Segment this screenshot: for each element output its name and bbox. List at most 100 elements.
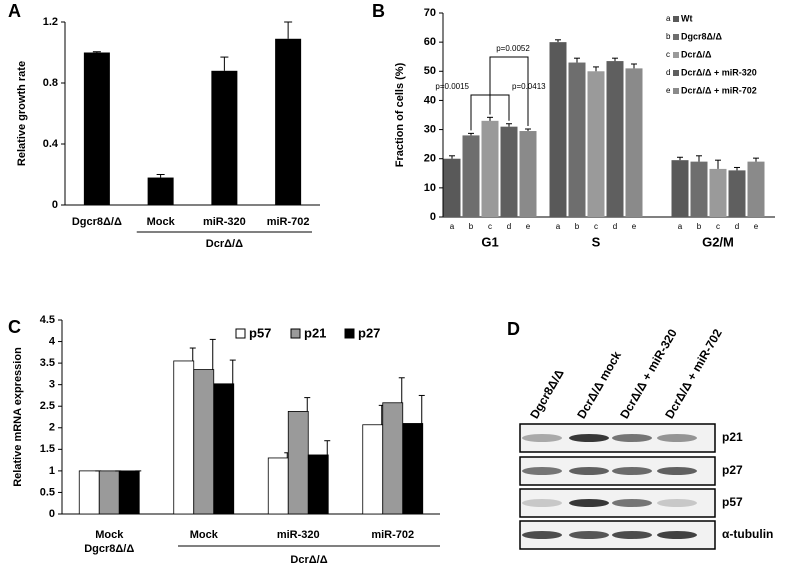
bar [173, 360, 195, 515]
band [657, 467, 697, 475]
bar-letter: a [556, 222, 561, 231]
y-tick-label: 4.5 [40, 314, 55, 326]
legend-swatch [673, 16, 679, 22]
band [522, 434, 562, 442]
legend-letter: b [666, 32, 671, 41]
bar [287, 410, 309, 515]
bar [193, 369, 215, 515]
bar [671, 160, 689, 217]
band [522, 531, 562, 539]
bar [606, 61, 624, 218]
bar [98, 470, 120, 515]
bar [83, 52, 110, 205]
x-tick-label: Dgcr8Δ/Δ [72, 216, 122, 228]
band [612, 434, 652, 442]
column-label: DcrΔ/Δ mock [574, 349, 624, 421]
bar [519, 131, 537, 217]
legend-swatch [673, 88, 679, 94]
y-tick-label: 50 [424, 65, 436, 77]
band [569, 434, 609, 442]
band [522, 467, 562, 475]
x-tick-label: Mock [190, 529, 219, 541]
bar [500, 126, 518, 217]
bar-letter: d [613, 222, 617, 231]
bar [587, 71, 605, 218]
bar-letter: b [575, 222, 580, 231]
bar [481, 120, 499, 217]
panel-label: C [8, 317, 21, 337]
legend-letter: d [666, 68, 670, 77]
significance-bracket [489, 56, 529, 126]
p-value: p=0.0052 [496, 44, 530, 53]
group-label: DcrΔ/Δ [206, 238, 243, 250]
x-tick-label: G2/M [702, 234, 734, 249]
bar [147, 177, 174, 205]
legend-label: DcrΔ/Δ + miR-702 [681, 85, 757, 95]
bar [382, 402, 404, 515]
bar [568, 62, 586, 217]
y-tick-label: 3 [49, 379, 55, 391]
y-tick-label: 0.8 [43, 77, 58, 89]
bar [211, 70, 238, 205]
legend-swatch [235, 328, 246, 339]
x-tick-label: miR-320 [203, 216, 246, 228]
legend-swatch [673, 52, 679, 58]
y-tick-label: 10 [424, 182, 436, 194]
band [522, 499, 562, 507]
band [569, 467, 609, 475]
panel-label: B [372, 1, 385, 21]
y-axis-label: Relative growth rate [16, 61, 28, 166]
y-tick-label: 1.2 [43, 16, 58, 28]
legend-label: Wt [681, 13, 693, 23]
row-label: p21 [722, 430, 743, 444]
bar-letter: c [594, 222, 598, 231]
y-tick-label: 2.5 [40, 400, 55, 412]
legend-letter: e [666, 86, 671, 95]
y-axis-label: Relative mRNA expression [12, 347, 24, 487]
y-tick-label: 1 [49, 465, 55, 477]
legend-swatch [673, 34, 679, 40]
bar-letter: b [469, 222, 474, 231]
y-tick-label: 0 [430, 211, 436, 223]
band [657, 531, 697, 539]
panel-label: D [507, 319, 520, 339]
group-label: DcrΔ/Δ [290, 554, 327, 566]
y-tick-label: 0.5 [40, 486, 55, 498]
bar-letter: e [632, 222, 637, 231]
bar [118, 470, 140, 515]
x-tick-label: S [592, 234, 601, 249]
bar [625, 68, 643, 217]
x-tick-label: G1 [481, 234, 498, 249]
bar-letter: e [526, 222, 531, 231]
bar-letter: a [678, 222, 683, 231]
bar-letter: d [735, 222, 739, 231]
y-tick-label: 40 [424, 94, 436, 106]
y-tick-label: 0 [49, 508, 55, 520]
legend-label: p21 [304, 325, 326, 340]
bar [362, 424, 384, 515]
bar-letter: c [716, 222, 720, 231]
y-tick-label: 2 [49, 422, 55, 434]
band [657, 434, 697, 442]
bar [462, 135, 480, 217]
band [612, 467, 652, 475]
bar [402, 423, 424, 515]
row-label: p27 [722, 463, 743, 477]
y-tick-label: 1.5 [40, 443, 55, 455]
band [657, 499, 697, 507]
bar [747, 161, 765, 217]
bar-letter: a [450, 222, 455, 231]
x-tick-label: Mock [95, 529, 124, 541]
legend-label: DcrΔ/Δ + miR-320 [681, 67, 757, 77]
panel-label: A [8, 1, 21, 21]
bar [549, 42, 567, 218]
band [612, 499, 652, 507]
legend-swatch [344, 328, 355, 339]
legend-label: DcrΔ/Δ [681, 49, 712, 59]
bar [78, 470, 100, 515]
bar [728, 170, 746, 217]
bar [443, 158, 461, 217]
x-tick-label: miR-702 [371, 529, 414, 541]
row-label: p57 [722, 495, 743, 509]
